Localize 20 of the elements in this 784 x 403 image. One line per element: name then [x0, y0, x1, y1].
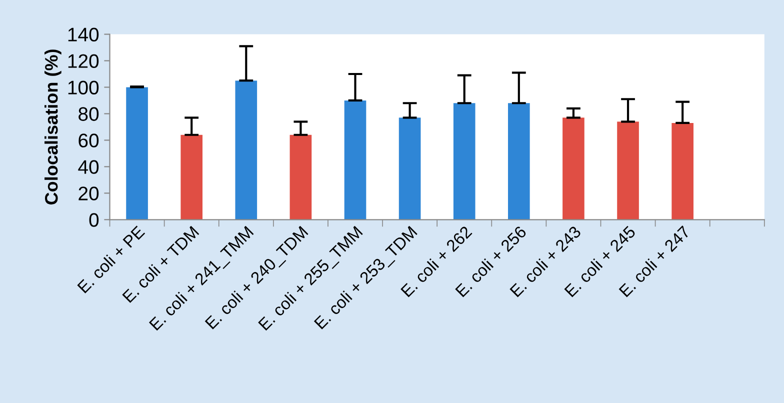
y-tick-label: 140	[68, 28, 99, 42]
y-tick-label: 40	[78, 160, 99, 174]
y-tick-label: 100	[68, 80, 99, 94]
y-axis-title: Colocalisation (%)	[44, 50, 62, 204]
bar	[672, 122, 694, 220]
y-tick-label: 80	[78, 107, 99, 121]
y-tick-label: 20	[78, 186, 99, 200]
bar	[344, 100, 366, 220]
y-tick-label: 120	[68, 54, 99, 68]
bar	[562, 118, 584, 220]
bar	[617, 122, 639, 220]
bar	[126, 87, 148, 220]
bar	[235, 80, 258, 220]
bar	[453, 103, 476, 220]
bar	[290, 134, 312, 220]
bar	[398, 118, 421, 220]
bar	[180, 134, 202, 220]
bar	[508, 103, 530, 220]
y-tick-label: 0	[89, 213, 99, 227]
y-tick-label: 60	[78, 134, 99, 148]
